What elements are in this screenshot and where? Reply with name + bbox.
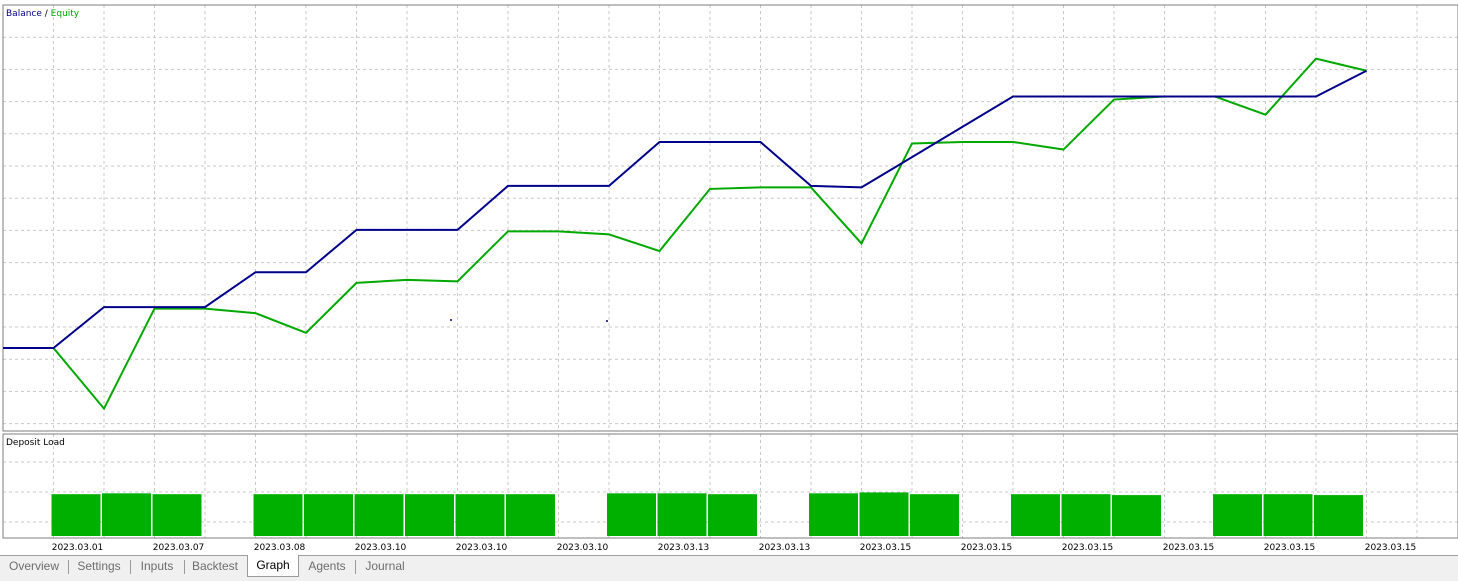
deposit-load-bar bbox=[455, 494, 505, 536]
deposit-load-bar bbox=[708, 494, 757, 536]
balance-equity-lines bbox=[3, 57, 1367, 411]
deposit-load-bar bbox=[354, 494, 404, 536]
deposit-pane-frame bbox=[2, 433, 1458, 539]
x-axis-label: 2023.03.15 bbox=[1062, 543, 1114, 553]
legend-separator: / bbox=[42, 9, 51, 19]
deposit-load-bar bbox=[102, 493, 151, 536]
legend-balance: Balance bbox=[6, 9, 42, 19]
deposit-load-bar bbox=[1112, 495, 1161, 536]
tab-journal[interactable]: Journal bbox=[365, 559, 405, 573]
chart-svg: Balance / Equity Deposit Load 2023.03.01… bbox=[2, 4, 1458, 553]
balance-pane-frame bbox=[2, 4, 1458, 432]
tab-separator bbox=[130, 560, 131, 574]
x-axis-label: 2023.03.15 bbox=[961, 543, 1013, 553]
deposit-load-bar bbox=[152, 494, 202, 536]
deposit-load-bar bbox=[1213, 494, 1262, 536]
x-axis-label: 2023.03.13 bbox=[658, 543, 710, 553]
deposit-load-bars bbox=[51, 492, 1363, 536]
deposit-load-bar bbox=[1061, 494, 1111, 536]
deposit-load-bar bbox=[607, 493, 656, 536]
deposit-load-bar bbox=[1314, 495, 1363, 536]
deposit-load-bar bbox=[1011, 494, 1060, 536]
legend-equity: Equity bbox=[51, 9, 80, 19]
tab-separator bbox=[184, 560, 185, 574]
deposit-load-bar bbox=[51, 494, 101, 536]
x-axis-label: 2023.03.15 bbox=[860, 543, 912, 553]
x-axis-label: 2023.03.15 bbox=[1163, 543, 1215, 553]
x-axis-label: 2023.03.10 bbox=[557, 543, 609, 553]
balance-equity-legend: Balance / Equity bbox=[6, 9, 80, 19]
x-axis-label: 2023.03.10 bbox=[456, 543, 508, 553]
equity-line bbox=[3, 57, 1367, 411]
x-axis-label: 2023.03.15 bbox=[1264, 543, 1316, 553]
balance-dot bbox=[606, 320, 608, 322]
deposit-load-bar bbox=[657, 493, 707, 536]
x-axis-label: 2023.03.01 bbox=[52, 543, 104, 553]
x-axis-label: 2023.03.08 bbox=[254, 543, 306, 553]
x-axis-label: 2023.03.07 bbox=[153, 543, 205, 553]
tester-tab-bar: Overview Settings Inputs Backtest Graph … bbox=[0, 555, 1458, 581]
x-axis-label: 2023.03.15 bbox=[1365, 543, 1417, 553]
tab-settings[interactable]: Settings bbox=[77, 559, 121, 573]
deposit-load-bar bbox=[304, 494, 353, 536]
deposit-load-bar bbox=[809, 493, 858, 536]
deposit-load-title: Deposit Load bbox=[6, 438, 65, 448]
x-axis-labels: 2023.03.01 2023.03.07 2023.03.08 2023.03.10… bbox=[52, 543, 1417, 553]
x-axis-label: 2023.03.13 bbox=[759, 543, 811, 553]
tab-inputs[interactable]: Inputs bbox=[140, 559, 174, 573]
deposit-load-bar bbox=[506, 494, 555, 536]
tab-separator bbox=[68, 560, 69, 574]
deposit-load-bar bbox=[910, 494, 959, 536]
deposit-load-bar bbox=[859, 492, 909, 536]
deposit-load-bar bbox=[253, 494, 303, 536]
tab-separator bbox=[355, 560, 356, 574]
balance-line bbox=[3, 69, 1367, 349]
tab-graph[interactable]: Graph bbox=[247, 555, 299, 577]
balance-dot bbox=[450, 319, 452, 321]
deposit-load-bar bbox=[405, 494, 454, 536]
deposit-load-bar bbox=[1263, 494, 1313, 536]
balance-grid bbox=[3, 5, 1458, 431]
chart-area: Balance / Equity Deposit Load 2023.03.01… bbox=[2, 4, 1458, 553]
tab-agents[interactable]: Agents bbox=[308, 559, 346, 573]
x-axis-label: 2023.03.10 bbox=[355, 543, 407, 553]
tab-overview[interactable]: Overview bbox=[8, 559, 59, 573]
tab-backtest[interactable]: Backtest bbox=[191, 559, 239, 573]
